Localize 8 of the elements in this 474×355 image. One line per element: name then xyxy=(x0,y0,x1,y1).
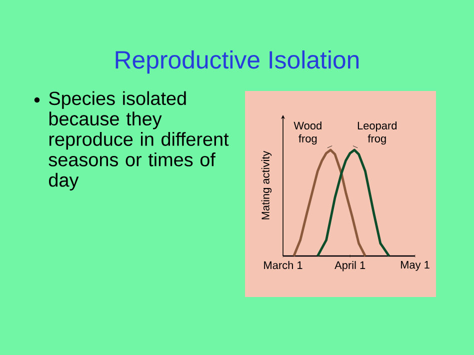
chart-title: Reproductive Isolation xyxy=(116,50,359,74)
x-tick-label: May 1 xyxy=(400,261,430,271)
text: Species isolated because they reproduce in different seasons or times of day xyxy=(48,91,229,191)
x-tick-label: March 1 xyxy=(264,261,302,270)
y-axis-title: Mating activity xyxy=(261,150,272,220)
series-label: Wood frog xyxy=(294,121,322,145)
x-tick-label: April 1 xyxy=(334,261,366,272)
series-label: Leopard frog xyxy=(358,121,397,145)
